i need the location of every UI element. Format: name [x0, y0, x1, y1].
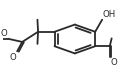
Text: O: O: [1, 29, 8, 38]
Text: OH: OH: [103, 10, 116, 19]
Text: O: O: [110, 58, 117, 67]
Text: O: O: [10, 53, 17, 62]
